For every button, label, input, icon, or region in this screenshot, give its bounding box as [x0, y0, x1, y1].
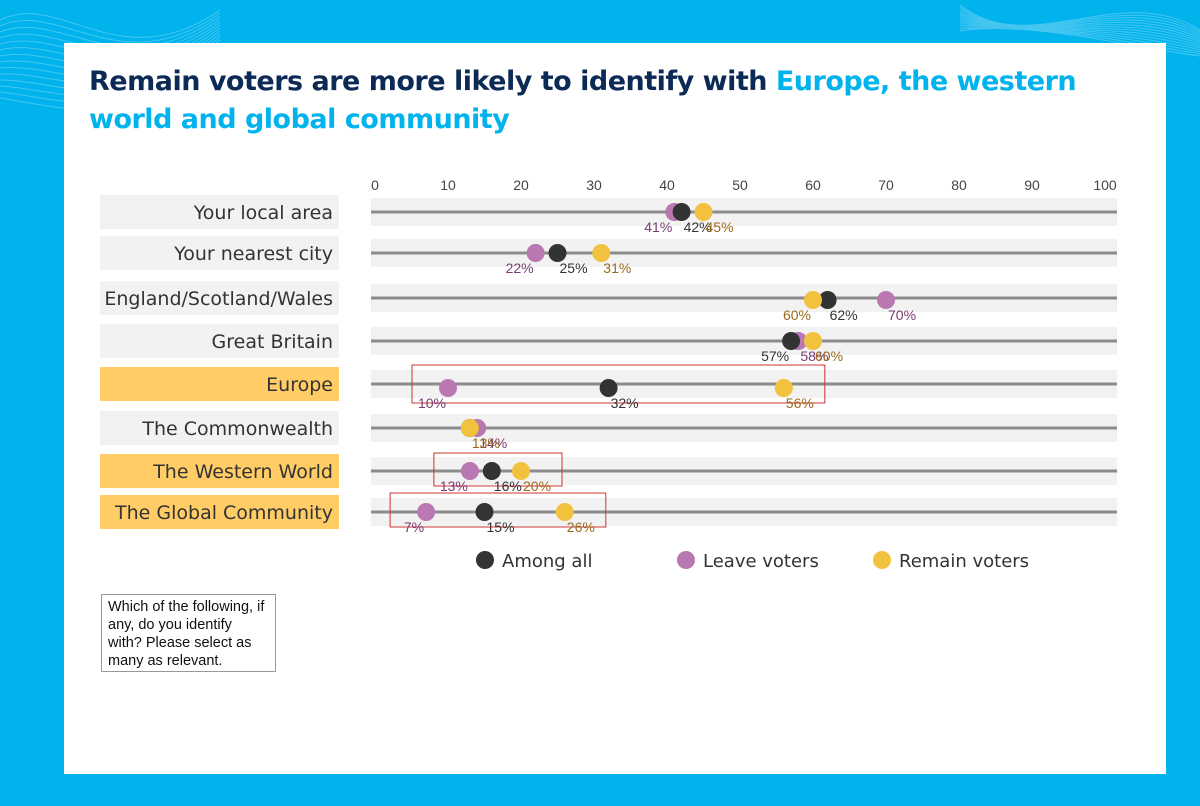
data-label-remain: 45% [706, 219, 734, 235]
data-label-among_all: 62% [830, 307, 858, 323]
x-tick-label: 20 [513, 177, 529, 193]
point-among-all [548, 244, 567, 262]
category-label-bg [100, 367, 339, 401]
x-tick-label: 100 [1093, 177, 1117, 193]
category-label-bg [100, 454, 339, 488]
highlight-box [411, 364, 826, 404]
data-label-leave: 70% [888, 307, 916, 323]
data-label-leave: 58% [800, 348, 828, 364]
legend-label: Among all [502, 551, 592, 572]
point-among-all [599, 379, 618, 397]
point-among-all [782, 332, 801, 350]
x-tick-label: 60 [805, 177, 821, 193]
category-label: Europe [266, 374, 333, 396]
data-label-leave: 41% [644, 219, 672, 235]
legend-item: Remain voters [873, 551, 1029, 572]
title-part2: Europe, the western world and global com… [89, 66, 1077, 135]
data-label-remain: 13% [472, 435, 500, 451]
title-part1: Remain voters are more likely to identif… [89, 66, 776, 97]
point-remain-voters [774, 379, 793, 397]
x-tick-label: 30 [586, 177, 602, 193]
data-label-remain: 60% [783, 307, 811, 323]
point-leave-voters [460, 462, 479, 480]
data-label-leave: 7% [404, 519, 424, 535]
legend-swatch [476, 551, 494, 569]
highlight-box [433, 452, 563, 487]
data-labels: 42%41% 45%25%22% 31%62% 70%60%57% 58%60%32%1… [404, 219, 916, 535]
point-remain-voters [512, 462, 530, 480]
data-label-remain: 56% [786, 395, 814, 411]
highlight-boxes [389, 364, 826, 528]
point-leave-voters [439, 379, 457, 397]
point-among-all [482, 462, 501, 480]
point-remain-voters [555, 503, 574, 521]
question-note: Which of the following, if any, do you i… [101, 594, 276, 672]
legend-item: Leave voters [677, 551, 819, 572]
data-label-leave: 10% [418, 395, 446, 411]
point-among-all [475, 503, 494, 521]
x-tick-label: 80 [951, 177, 967, 193]
category-label-bg [100, 495, 339, 529]
point-remain-voters [804, 291, 822, 309]
legend-label: Remain voters [899, 551, 1029, 572]
legend-swatch [677, 551, 695, 569]
legend-label: Leave voters [703, 551, 819, 572]
legend: Among all Leave voters Remain voters [476, 551, 1029, 572]
category-label: The Western World [152, 461, 333, 483]
x-tick-label: 70 [878, 177, 894, 193]
data-label-among_all: 16% [494, 478, 522, 494]
category-label-bg [100, 281, 339, 315]
point-remain-voters [460, 419, 479, 437]
highlight-box [389, 492, 607, 528]
category-label: England/Scotland/Wales [104, 288, 333, 310]
data-label-among_all: 15% [487, 519, 515, 535]
category-label-bg [100, 324, 339, 358]
point-leave-voters [877, 291, 895, 309]
point-leave-voters [526, 244, 545, 262]
data-label-remain: 26% [567, 519, 595, 535]
legend-item: Among all [476, 551, 592, 572]
category-label: The Global Community [114, 502, 333, 524]
category-label: The Commonwealth [141, 418, 333, 440]
point-among-all [818, 291, 837, 309]
data-label-among_all: 25% [560, 260, 588, 276]
category-rows: Your local area Your nearest city England/… [100, 195, 1117, 529]
x-axis-ticks: 0 10 20 30 40 50 60 70 80 90 100 [371, 177, 1117, 193]
data-label-leave: 13% [440, 478, 468, 494]
data-label-among_all: 57% [761, 348, 789, 364]
data-label-remain: 20% [523, 478, 551, 494]
point-remain-voters [804, 332, 822, 350]
x-tick-label: 40 [659, 177, 675, 193]
x-tick-label: 90 [1024, 177, 1040, 193]
x-tick-label: 50 [732, 177, 748, 193]
category-label: Great Britain [212, 331, 333, 353]
data-label-among_all: 32% [611, 395, 639, 411]
category-label: Your local area [193, 202, 333, 224]
data-label-leave: 14% [479, 435, 507, 451]
x-tick-label: 10 [440, 177, 456, 193]
point-remain-voters [694, 203, 713, 221]
x-tick-label: 0 [371, 177, 379, 193]
data-label-remain: 31% [603, 260, 631, 276]
point-remain-voters [592, 244, 611, 262]
chart-title: Remain voters are more likely to identif… [89, 63, 1149, 139]
data-points [417, 203, 895, 521]
category-label: Your nearest city [173, 243, 333, 265]
category-label-bg [100, 195, 339, 229]
data-label-remain: 60% [815, 348, 843, 364]
category-label-bg [100, 411, 339, 445]
point-among-all [672, 203, 691, 221]
legend-swatch [873, 551, 891, 569]
data-label-among_all: 42% [684, 219, 712, 235]
data-label-leave: 22% [506, 260, 534, 276]
chart-panel: Remain voters are more likely to identif… [64, 43, 1166, 774]
dot-plot: 0 10 20 30 40 50 60 70 80 90 100 Your local areaYo… [100, 177, 1117, 572]
point-leave-voters [417, 503, 436, 521]
category-label-bg [100, 236, 339, 270]
